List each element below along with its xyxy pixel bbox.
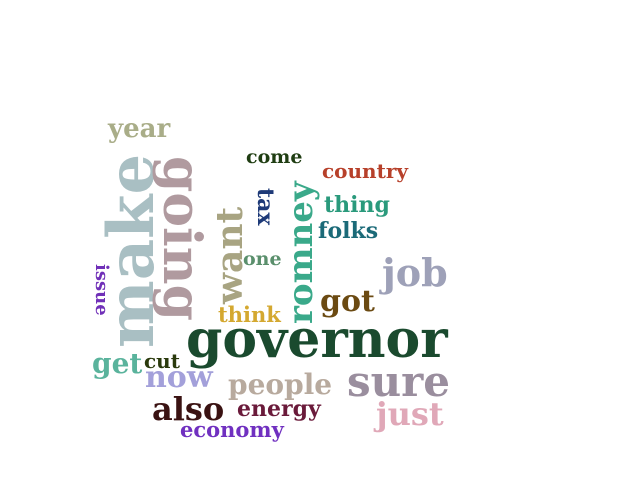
word-economy: economy (180, 417, 284, 442)
word-folks: folks (318, 218, 379, 244)
word-also: also (152, 390, 225, 428)
word-going: going (151, 156, 212, 321)
word-year: year (108, 114, 171, 144)
word-thing: thing (324, 192, 390, 218)
word-energy: energy (237, 396, 321, 422)
word-get: get (92, 347, 143, 380)
word-got: got (320, 284, 375, 319)
word-think: think (218, 302, 281, 327)
word-romney: romney (281, 181, 321, 324)
word-issue: issue (91, 264, 112, 316)
word-just: just (376, 395, 444, 433)
word-job: job (382, 250, 448, 295)
word-country: country (322, 159, 408, 183)
word-sure: sure (347, 357, 451, 406)
word-governor: governor (186, 309, 448, 370)
word-people: people (228, 368, 333, 401)
word-tax: tax (252, 188, 278, 226)
word-now: now (145, 360, 213, 395)
word-cut: cut (144, 349, 180, 373)
word-one: one (243, 248, 282, 270)
word-come: come (246, 146, 303, 168)
